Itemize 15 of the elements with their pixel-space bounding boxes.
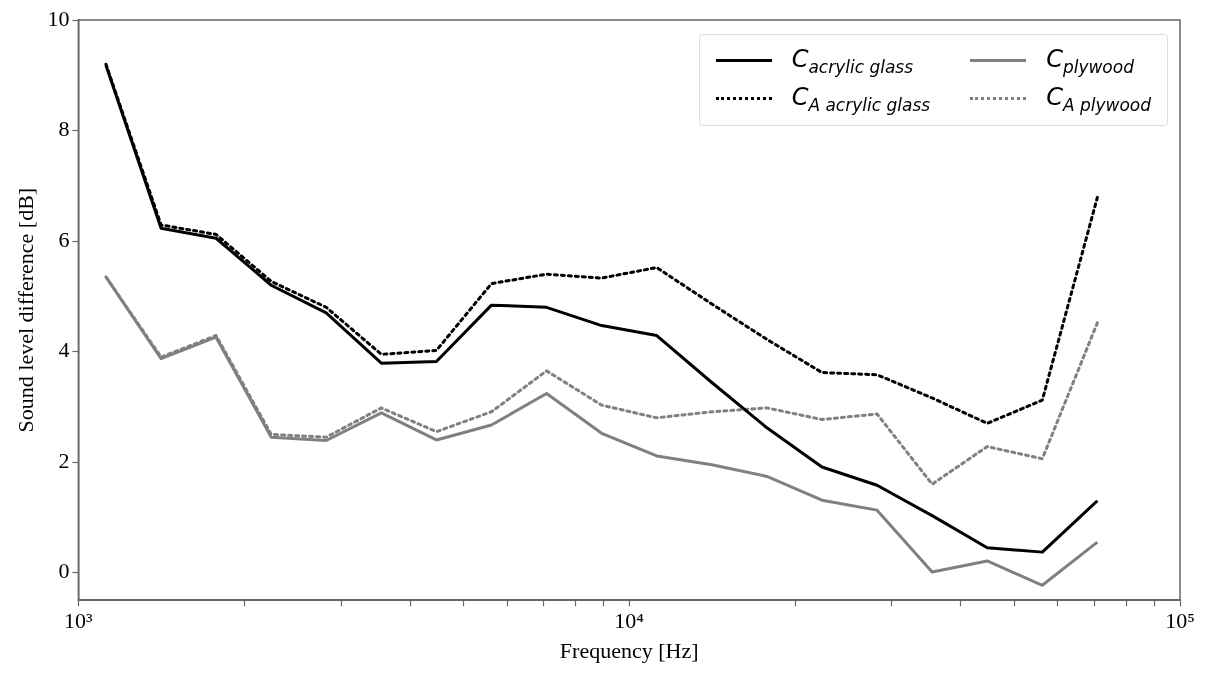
y-tick-label: 10 — [47, 5, 70, 31]
y-tick-label: 8 — [58, 116, 70, 142]
legend-label: C$_{plywood}$ — [1046, 45, 1134, 77]
y-tick-label: 2 — [58, 447, 70, 473]
x-tick-label: 10³ — [64, 608, 94, 634]
y-tick-label: 6 — [58, 226, 70, 252]
x-tick-label: 10⁵ — [1165, 608, 1195, 634]
y-tick-label: 4 — [58, 337, 70, 363]
y-axis-title: Sound level difference [dB] — [12, 187, 38, 433]
y-tick-label: 0 — [58, 558, 70, 584]
legend-label: C$_{acrylic glass}$ — [791, 45, 914, 77]
legend-label: C$_{A acrylic glass}$ — [791, 82, 931, 115]
x-tick-label: 10⁴ — [614, 608, 645, 634]
legend-label: C$_{A plywood}$ — [1046, 82, 1151, 115]
x-axis-title: Frequency [Hz] — [559, 637, 699, 663]
